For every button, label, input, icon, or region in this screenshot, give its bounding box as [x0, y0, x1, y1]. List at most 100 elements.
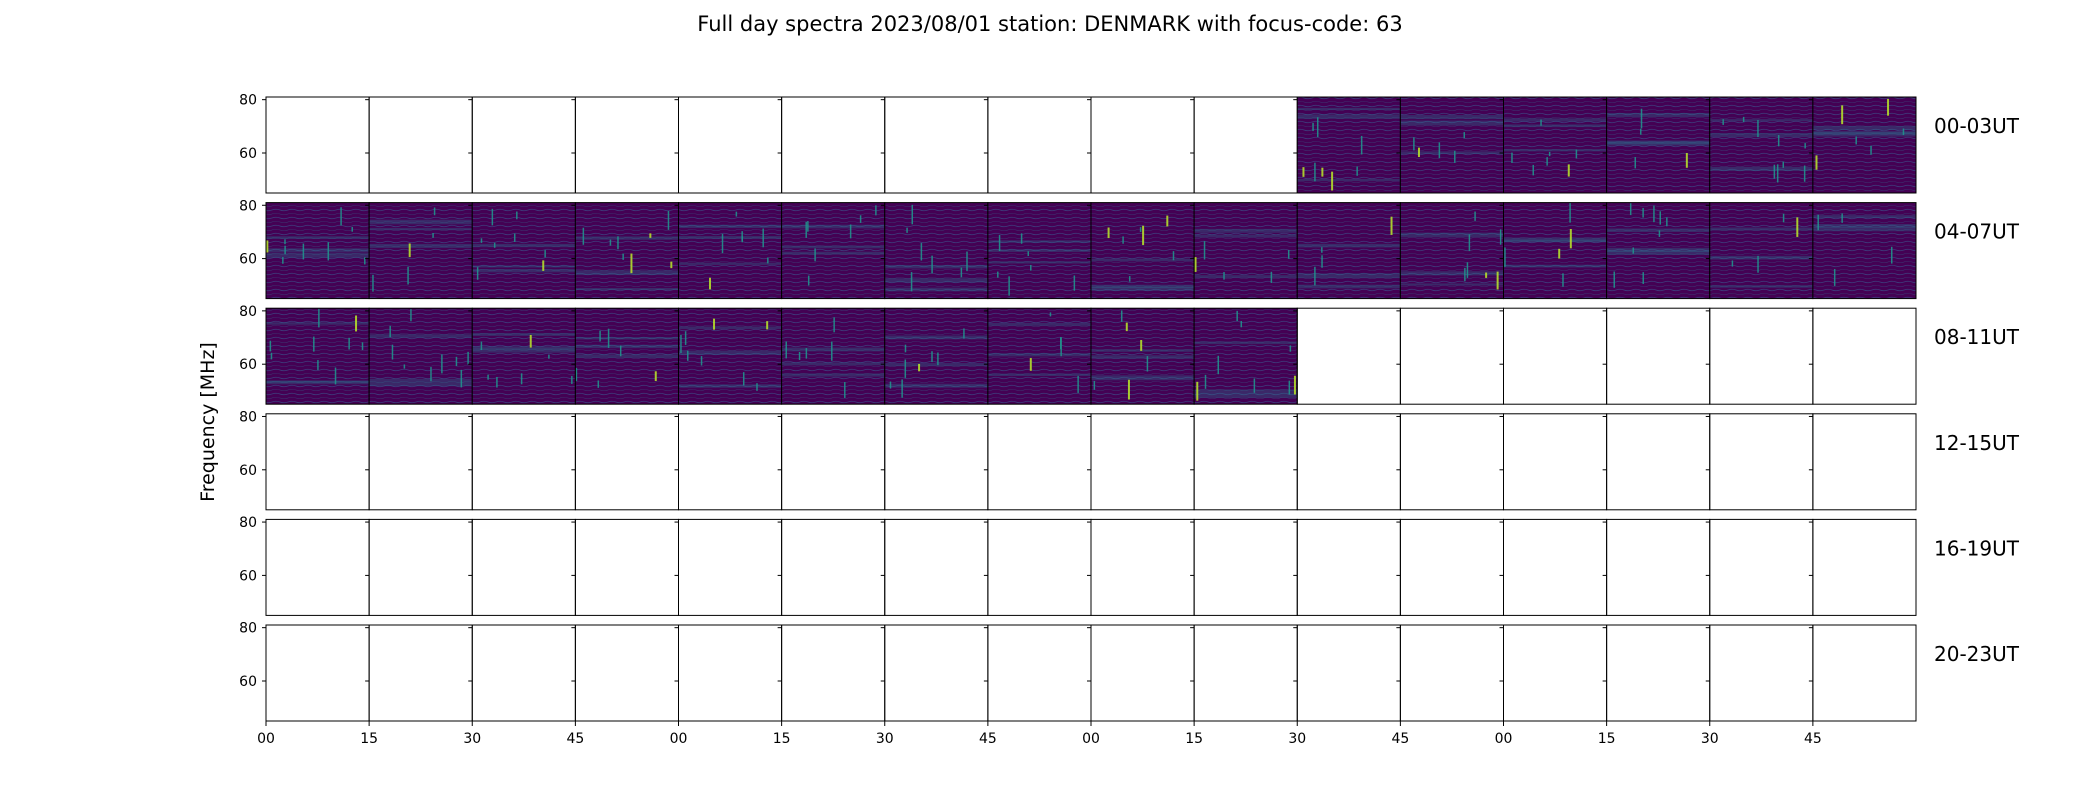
spectrum-panel-empty	[571, 413, 679, 511]
burst-speck	[1658, 230, 1661, 237]
burst-speck	[1253, 378, 1256, 393]
spectrum-image	[1297, 202, 1401, 299]
panel-frame	[574, 96, 679, 194]
burst-speck	[361, 342, 364, 351]
spectrum-panel-data	[1808, 202, 1917, 300]
burst-speck	[1803, 165, 1806, 182]
interference-band	[1297, 273, 1401, 279]
spectrum-panel-empty	[983, 624, 1092, 722]
panel-frame	[471, 96, 576, 194]
burst-speck	[910, 272, 913, 292]
row-time-label: 20-23UT	[1934, 642, 2020, 666]
spectrum-image	[575, 308, 679, 405]
spectrum-panel-empty	[880, 96, 989, 194]
burst-speck	[849, 224, 852, 239]
burst-speck	[597, 380, 600, 388]
burst-speck	[1504, 247, 1506, 267]
panel-frame	[1090, 413, 1195, 511]
burst-speck	[617, 236, 619, 250]
burst-speck	[542, 260, 545, 271]
panel-frame	[781, 413, 886, 511]
panel-frame	[1193, 96, 1298, 194]
burst-speck	[1466, 262, 1469, 278]
burst-speck	[1029, 358, 1032, 371]
interference-band	[781, 251, 885, 255]
spectrum-panel-empty	[1499, 413, 1608, 511]
spectrum-panel-empty	[1499, 518, 1608, 616]
burst-speck	[1757, 255, 1759, 273]
burst-speck	[1782, 161, 1785, 168]
x-tick-label: 45	[566, 731, 584, 747]
burst-speck	[496, 376, 498, 388]
burst-speck	[1049, 312, 1052, 317]
interference-band	[987, 322, 1091, 326]
spectrum-panel-empty	[983, 413, 1092, 511]
burst-speck	[814, 248, 816, 262]
interference-band	[1606, 250, 1710, 255]
burst-speck	[762, 228, 764, 248]
spectrum-panel-empty	[262, 96, 370, 194]
panel-frame	[781, 96, 886, 194]
burst-speck	[767, 257, 769, 264]
interference-band	[1606, 247, 1710, 253]
burst-speck	[284, 239, 286, 245]
spectrum-panel-data	[1087, 202, 1195, 300]
interference-band	[1194, 228, 1298, 233]
burst-speck	[1817, 214, 1819, 231]
spectrum-panel-empty	[880, 624, 989, 722]
burst-speck	[931, 351, 933, 363]
interference-band	[266, 322, 370, 325]
burst-speck	[1107, 227, 1110, 239]
burst-speck	[351, 227, 353, 232]
spectrum-panel-data	[777, 307, 886, 405]
burst-speck	[1575, 149, 1578, 159]
panel-frame	[884, 96, 989, 194]
interference-band	[1812, 226, 1916, 232]
spectrum-panel-data	[674, 307, 783, 405]
y-tick-label: 80	[239, 409, 257, 425]
spectrum-image	[1297, 97, 1401, 193]
y-tick-label: 60	[239, 463, 257, 479]
panel-frame	[884, 518, 989, 616]
burst-speck	[487, 374, 489, 380]
burst-speck	[317, 360, 319, 370]
burst-speck	[904, 359, 907, 378]
spectrum-image	[1194, 202, 1298, 299]
interference-band	[781, 373, 885, 377]
burst-speck	[1008, 276, 1010, 296]
panel-frame	[368, 96, 473, 194]
spectrum-panel-empty	[1087, 624, 1195, 722]
burst-speck	[1742, 116, 1745, 123]
burst-speck	[805, 348, 808, 359]
spectrum-image	[1812, 202, 1916, 299]
spectrum-panel-empty	[1293, 518, 1401, 616]
spectrum-row: 60 80 12-15UT	[239, 409, 2020, 511]
burst-speck	[1468, 234, 1471, 252]
burst-speck	[1196, 381, 1199, 401]
burst-speck	[1902, 128, 1905, 136]
spectrum-panel-empty	[880, 413, 989, 511]
x-tick-label: 45	[979, 731, 997, 747]
burst-speck	[756, 383, 758, 391]
spectrum-panel-empty	[1396, 413, 1504, 511]
interference-band	[1812, 132, 1916, 137]
interference-band	[884, 335, 988, 340]
spectrum-image	[987, 308, 1091, 405]
spectrum-panel-empty	[1602, 413, 1711, 511]
spectrum-panel-data	[262, 202, 370, 300]
interference-band	[1709, 119, 1813, 122]
interference-band	[266, 381, 370, 385]
interference-band	[1091, 355, 1195, 359]
burst-speck	[1146, 356, 1149, 372]
burst-speck	[1073, 275, 1076, 291]
burst-speck	[334, 367, 337, 385]
burst-speck	[1776, 164, 1779, 183]
panel-frame	[1090, 624, 1195, 722]
panel-frame	[1193, 413, 1298, 511]
spectrum-panel-empty	[674, 96, 783, 194]
burst-speck	[1722, 119, 1724, 125]
interference-band	[472, 243, 576, 248]
burst-speck	[1321, 255, 1323, 268]
burst-speck	[1140, 340, 1143, 351]
panel-frame	[265, 518, 370, 616]
